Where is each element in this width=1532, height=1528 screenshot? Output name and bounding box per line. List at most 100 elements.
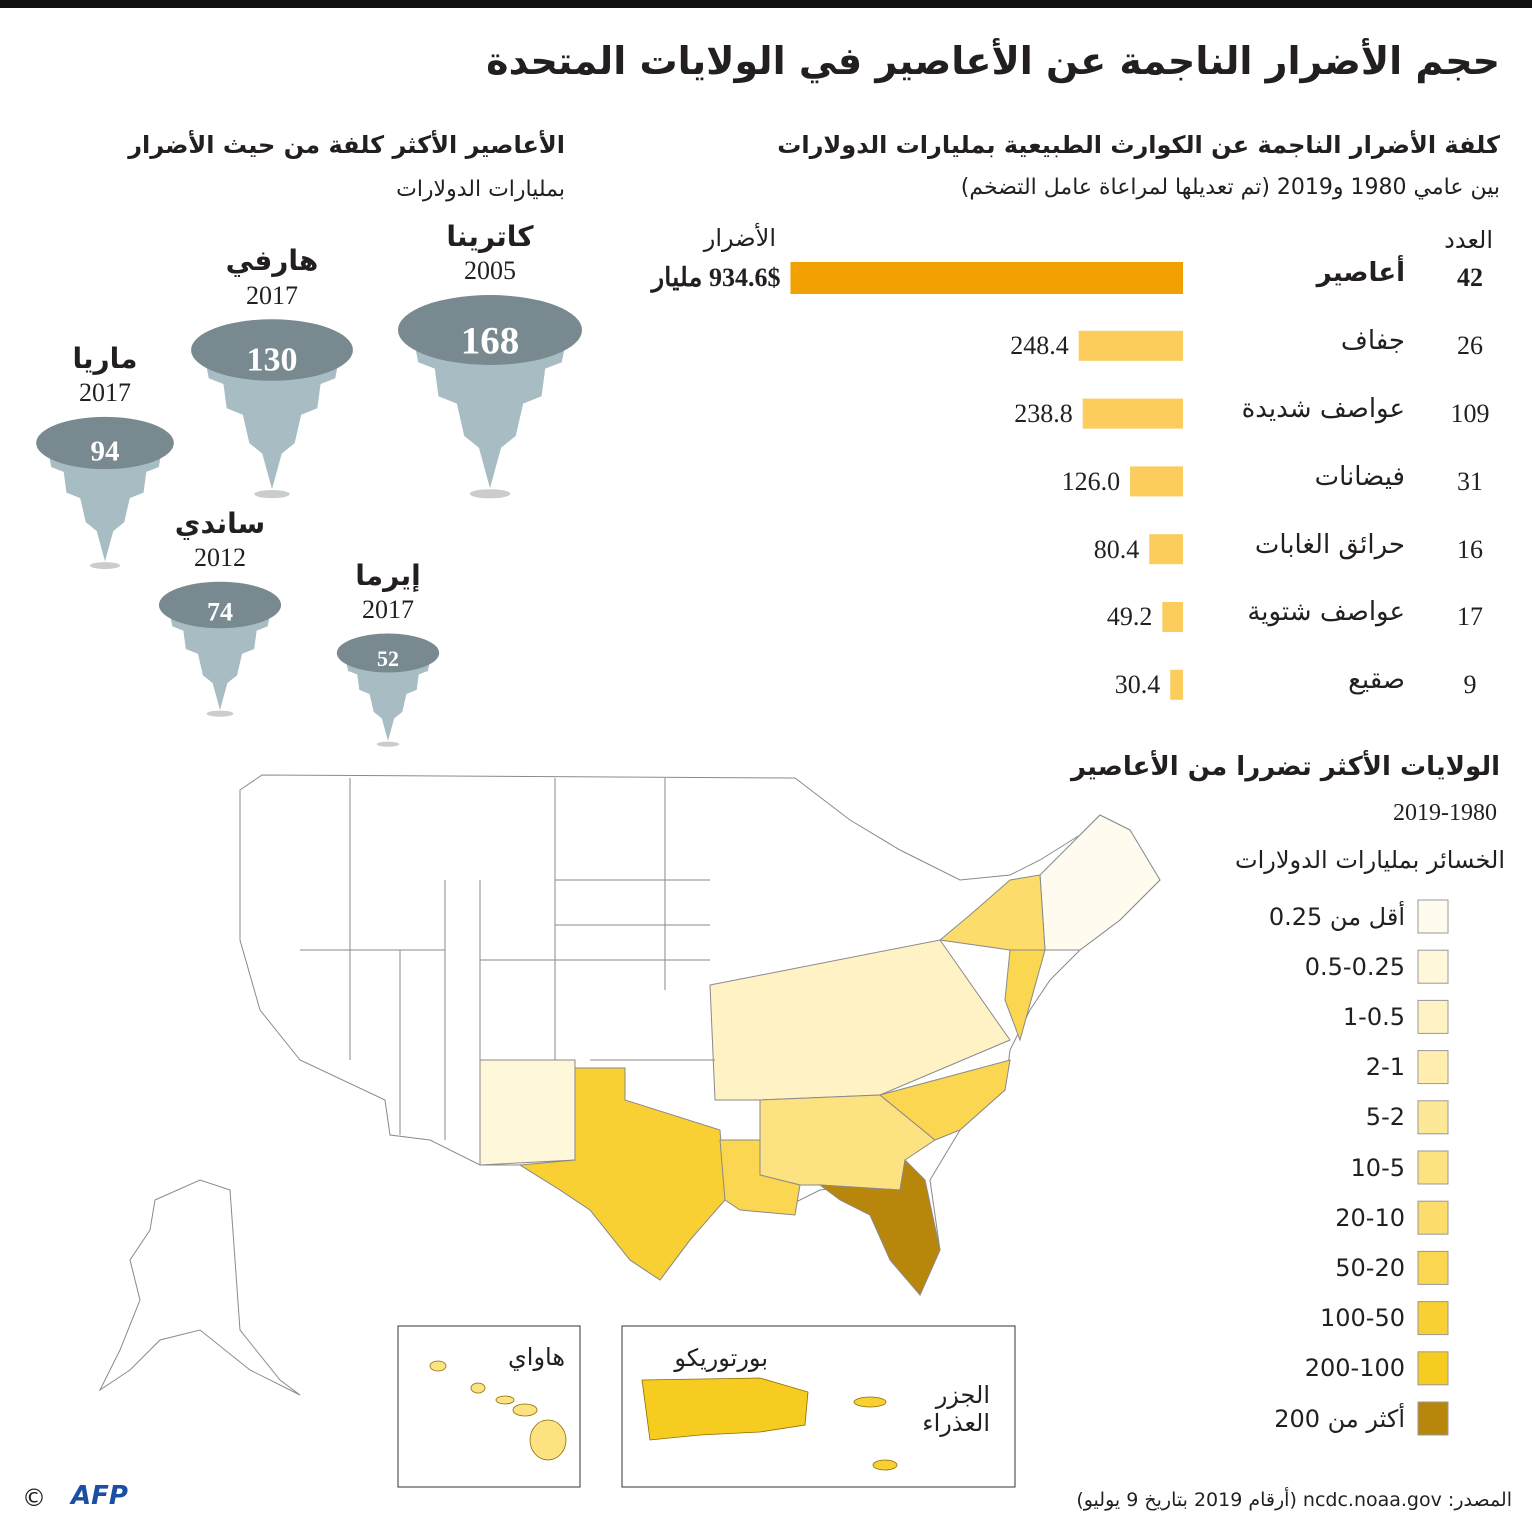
tornado-funnel (411, 330, 569, 489)
legend-swatch (1417, 1050, 1449, 1085)
tornado-funnel (168, 605, 272, 711)
source-note: المصدر: ncdc.noaa.gov (أرقام 2019 بتاريخ… (1076, 1488, 1512, 1511)
category-label: عواصف شديدة (1241, 394, 1405, 424)
bar (1082, 398, 1183, 429)
copyright: © (22, 1483, 46, 1512)
legend-swatch (1417, 1100, 1449, 1135)
us-map (98, 774, 1161, 1396)
category-label: فيضانات (1314, 461, 1405, 492)
chart-title: الأعاصير الأكثر كلفة من حيث الأضرار (128, 130, 565, 159)
legend-label: 50-20 (1335, 1254, 1405, 1282)
tornado-value: 94 (91, 436, 120, 468)
state-region (719, 1139, 801, 1216)
state-region (1004, 949, 1046, 1042)
count-label: 9 (1463, 670, 1477, 700)
legend-label: 100-50 (1319, 1304, 1405, 1333)
legend-swatch (1417, 999, 1449, 1034)
hurricane-year: 2017 (79, 378, 131, 408)
funnel-shadow (89, 562, 121, 569)
hurricane-name: ماريا (72, 342, 138, 376)
legend-swatch (1417, 949, 1449, 984)
chart-subtitle: بين عامي 1980 و2019 (تم تعديلها لمراعاة … (960, 174, 1500, 200)
tornado-value: 130 (247, 342, 298, 379)
legend-label: أكثر من 200 (1274, 1404, 1405, 1433)
legend-swatch (1417, 1301, 1449, 1336)
funnel-shadow (376, 741, 400, 747)
hurricane-name: ساندي (174, 506, 266, 540)
legend-label: 2-1 (1365, 1053, 1405, 1082)
chart-subtitle: بمليارات الدولارات (396, 176, 565, 202)
tornado-top (397, 295, 583, 365)
page-title: حجم الأضرار الناجمة عن الأعاصير في الولا… (486, 39, 1500, 84)
alaska (98, 1179, 301, 1396)
column-header: الأضرار (703, 223, 776, 252)
category-label: أعاصير (1316, 258, 1405, 289)
bar (1170, 669, 1183, 700)
category-label: جفاف (1340, 326, 1405, 357)
count-label: 17 (1457, 602, 1483, 632)
legend-label: 5-2 (1365, 1103, 1405, 1132)
bar (790, 262, 1183, 294)
value-label: 934.6$ مليار (651, 263, 781, 293)
state-region (818, 1158, 941, 1296)
top-rule (0, 0, 1532, 8)
tornado-value: 74 (207, 598, 233, 627)
hurricane-year: 2017 (362, 594, 414, 624)
map-title: الولايات الأكثر تضررا من الأعاصير (1070, 752, 1500, 783)
inset-frame (621, 1325, 1016, 1488)
state-border (300, 778, 715, 1165)
tornado-funnel (344, 653, 432, 742)
chart-title: كلفة الأضرار الناجمة عن الكوارث الطبيعية… (777, 130, 1500, 159)
tornado-funnel (46, 443, 164, 562)
count-label: 31 (1457, 466, 1483, 496)
value-label: 49.2 (1106, 602, 1153, 632)
tornado-top (36, 416, 174, 470)
puerto-rico (641, 1377, 809, 1441)
hurricane-name: هارفي (225, 244, 319, 278)
tornado-top (158, 581, 282, 629)
inset-frame (397, 1325, 581, 1488)
state-region (479, 1059, 576, 1166)
value-label: 248.4 (1010, 331, 1069, 361)
value-label: 126.0 (1061, 466, 1121, 496)
legend-swatch (1417, 899, 1449, 934)
state-region (1039, 814, 1161, 951)
logo: AFP (71, 1481, 128, 1512)
tornado-funnel (203, 350, 341, 490)
category-label: حرائق الغابات (1254, 529, 1405, 560)
funnel-shadow (254, 490, 290, 499)
legend-label: 200-100 (1304, 1354, 1405, 1383)
legend-label: 1-0.5 (1342, 1003, 1405, 1031)
category-label: عواصف شتوية (1247, 597, 1405, 628)
legend-swatch (1417, 1351, 1449, 1386)
state-region (878, 1059, 1011, 1141)
hurricane-year: 2005 (464, 256, 516, 286)
hurricane-year: 2017 (246, 280, 298, 310)
column-header: العدد (1444, 225, 1493, 254)
legend-swatch (1417, 1200, 1449, 1235)
inset-label: الجزر العذراء (922, 1380, 990, 1438)
legend-title: الخسائر بمليارات الدولارات (1235, 845, 1505, 874)
tornado-top (336, 633, 440, 673)
count-label: 109 (1450, 399, 1490, 428)
legend-label: 10-5 (1350, 1153, 1405, 1182)
hawaii-islands (429, 1360, 567, 1461)
count-label: 16 (1457, 534, 1483, 564)
value-label: 30.4 (1114, 670, 1161, 700)
legend-label: أقل من 0.25 (1268, 902, 1405, 931)
state-region (518, 1067, 726, 1281)
hurricane-name: كاترينا (446, 220, 534, 254)
virgin-islands (853, 1396, 898, 1471)
category-label: صقيع (1348, 665, 1405, 696)
map-period: 2019-1980 (1393, 799, 1497, 826)
value-label: 80.4 (1093, 534, 1140, 564)
legend-label: 20-10 (1335, 1203, 1405, 1232)
funnel-shadow (469, 489, 511, 499)
bar (1149, 534, 1183, 565)
tornado-top (191, 319, 353, 381)
legend-swatch (1417, 1250, 1449, 1285)
hurricane-name: إيرما (355, 558, 421, 592)
legend-swatch (1417, 1150, 1449, 1185)
